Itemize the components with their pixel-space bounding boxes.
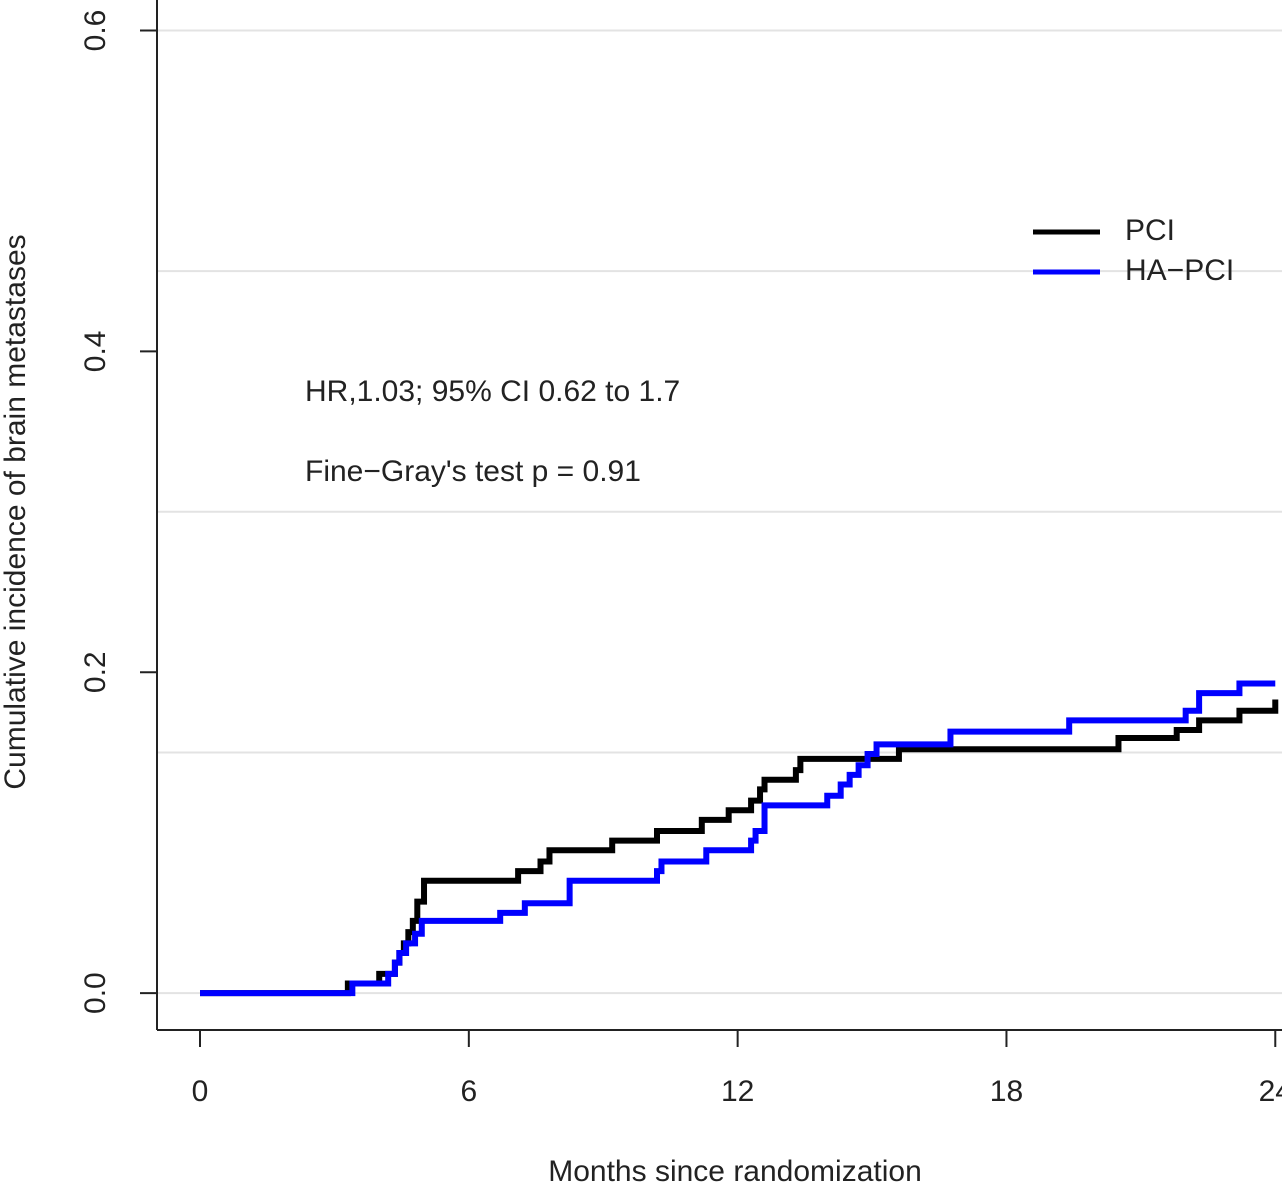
y-tick-label: 0.4 bbox=[79, 330, 112, 372]
x-tick-label: 12 bbox=[721, 1075, 754, 1108]
step-line bbox=[200, 680, 1276, 997]
x-tick-label: 24 bbox=[1259, 1075, 1282, 1108]
legend-label: HA−PCI bbox=[1125, 254, 1234, 287]
y-tick-label: 0.2 bbox=[79, 651, 112, 693]
y-tick-label: 0.0 bbox=[79, 972, 112, 1014]
annotation: HR,1.03; 95% CI 0.62 to 1.7 bbox=[305, 375, 680, 408]
x-tick-label: 18 bbox=[990, 1075, 1023, 1108]
x-tick-label: 0 bbox=[192, 1075, 209, 1108]
y-tick-label: 0.6 bbox=[79, 10, 112, 52]
annotation: Fine−Gray's test p = 0.91 bbox=[305, 455, 641, 488]
y-axis-title: Cumulative incidence of brain metastases bbox=[0, 234, 32, 789]
step-line bbox=[200, 699, 1279, 997]
x-tick-label: 6 bbox=[460, 1075, 477, 1108]
legend-label: PCI bbox=[1125, 214, 1175, 247]
x-axis-title: Months since randomization bbox=[548, 1155, 922, 1188]
